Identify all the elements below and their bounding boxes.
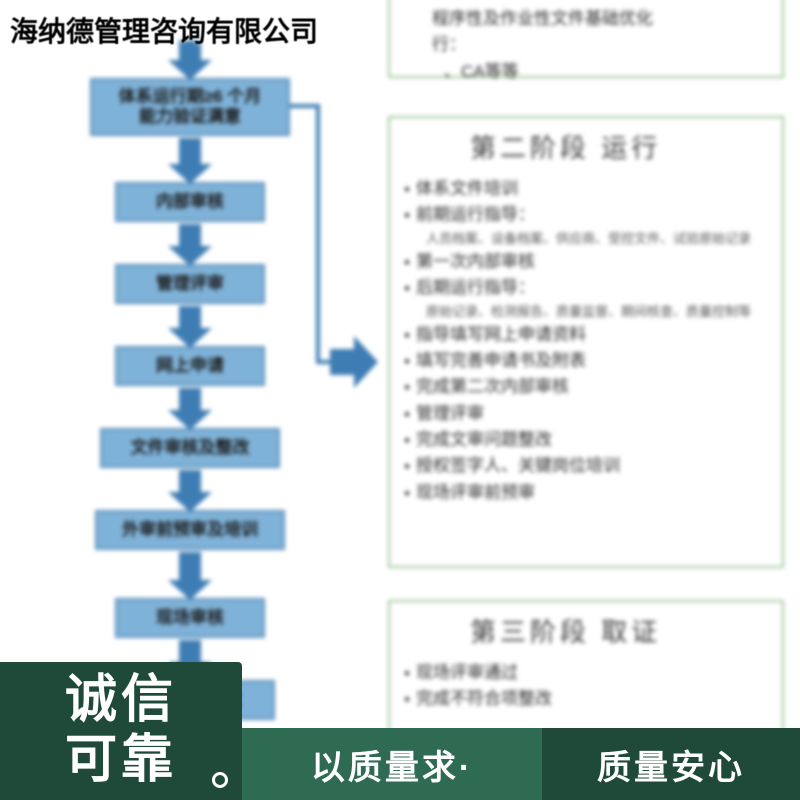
phase1-line: 程序性及作业性文件基础优化 xyxy=(432,6,653,32)
phase2-item: 体系文件培训 xyxy=(404,176,774,202)
phase2-item: 完成文审问题整改 xyxy=(404,427,774,453)
flow-step-4: 网上申请 xyxy=(115,346,265,386)
flow-step-3: 管理评审 xyxy=(115,264,265,304)
phase1-partial-lines: 程序性及作业性文件基础优化 行： 、CA等等 xyxy=(414,6,653,85)
phase2-item: 现场评审前预审 xyxy=(404,480,774,506)
phase2-item: 授权签字人、关键岗位培训 xyxy=(404,453,774,479)
branch-v xyxy=(316,104,320,364)
phase3-item: 完成不符合项整改 xyxy=(404,686,774,712)
phase2-item: 后期运行指导： xyxy=(404,275,774,301)
phase3-item: 现场评审通过 xyxy=(404,660,774,686)
phase2-item: 第一次内部审核 xyxy=(404,249,774,275)
phase3-list: 现场评审通过 完成不符合项整改 xyxy=(404,660,774,713)
company-watermark: 海纳德管理咨询有限公司 xyxy=(10,10,318,50)
strip-a-text: 以质量求· xyxy=(311,740,473,789)
phase2-item: 完成第二次内部审核 xyxy=(404,374,774,400)
badge-text: 诚信 可靠 xyxy=(65,671,177,791)
branch-h2 xyxy=(316,360,330,364)
phase1-box-partial: 程序性及作业性文件基础优化 行： 、CA等等 xyxy=(388,0,784,78)
strip-b-text: 质量安心 xyxy=(597,740,745,789)
phase2-sub: 人员档案、设备档案、供应商、受控文件、试验原始记录 xyxy=(426,229,774,249)
strip-quality-a: 以质量求· xyxy=(242,728,542,800)
strip-quality-b: 质量安心 xyxy=(542,728,800,800)
phase3-title: 第三阶段 取证 xyxy=(470,612,661,649)
badge-trust: 诚信 可靠 xyxy=(0,662,242,800)
flow-step-7: 现场审核 xyxy=(115,598,265,638)
flow-step-1: 体系运行期≥6 个月 能力验证满意 xyxy=(90,78,290,136)
phase2-item: 填写完善申请书及附表 xyxy=(404,348,774,374)
phase2-title: 第二阶段 运行 xyxy=(470,128,661,165)
phase1-line: 、CA等等 xyxy=(444,59,653,85)
flow-step-5: 文件审核及整改 xyxy=(100,428,280,468)
phase2-list: 体系文件培训 前期运行指导： 人员档案、设备档案、供应商、受控文件、试验原始记录… xyxy=(404,176,774,506)
phase2-item: 管理评审 xyxy=(404,401,774,427)
flow-step-6: 外审前预审及培训 xyxy=(95,510,285,550)
phase2-item: 指导填写网上申请资料 xyxy=(404,322,774,348)
flow-step-2: 内部审核 xyxy=(115,182,265,222)
badge-dot-icon xyxy=(212,772,228,788)
phase1-line: 行： xyxy=(432,32,653,58)
phase2-item: 前期运行指导： xyxy=(404,202,774,228)
phase2-sub: 原始记录、检测报告、质量监督、期间核查、质量控制等 xyxy=(426,302,774,322)
